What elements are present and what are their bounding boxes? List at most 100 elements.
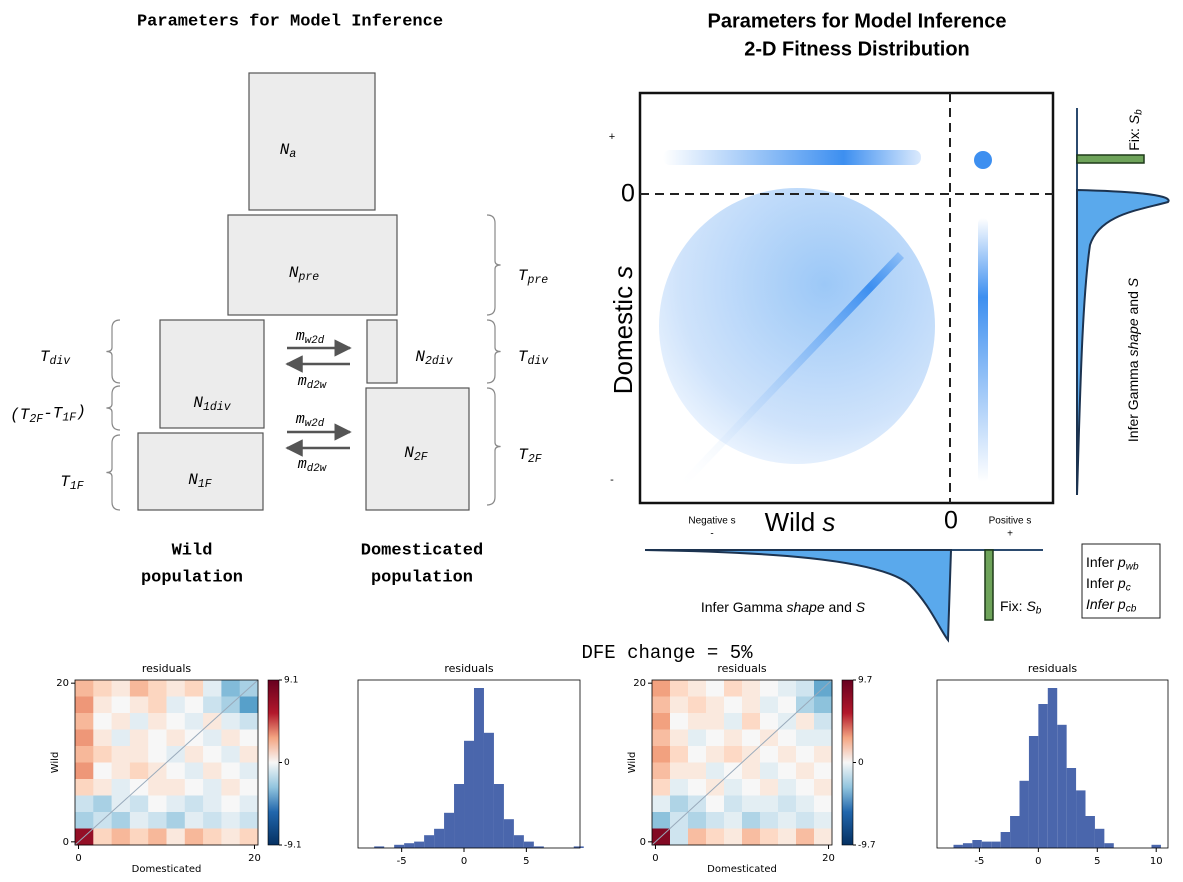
heat-cell [75, 696, 94, 714]
heat-cell [706, 828, 725, 846]
heat-cell [221, 795, 240, 813]
fixed-bar [1076, 154, 1145, 164]
brace [486, 387, 501, 506]
label-part: Infer [1086, 554, 1118, 570]
heat-cell [796, 779, 815, 796]
diagonal [651, 679, 833, 846]
heat-cell [724, 696, 743, 714]
heat-cell [129, 828, 149, 846]
label-part: T [40, 348, 51, 366]
infer-item: Infer pwb [1086, 554, 1139, 572]
heat-cell [760, 696, 779, 714]
heat-cell [706, 680, 725, 697]
x-tick-label: 0 [461, 856, 467, 867]
label-part: c [1126, 582, 1131, 593]
hist-bar [493, 784, 504, 848]
heat-cell [742, 713, 761, 730]
heat-cell [814, 779, 833, 796]
hist-bar [454, 784, 465, 848]
population-boxes [137, 72, 470, 511]
heat-cell [652, 795, 671, 813]
hist-bar [1151, 844, 1161, 848]
time-label: Tdiv [518, 348, 549, 368]
charts: residuals 0 20 0 20 Domesticated Wild 9.1 0 -9.1 r… [50, 662, 1169, 875]
heat-cell [111, 696, 131, 714]
heat-cell [148, 696, 167, 714]
box-na [248, 72, 376, 211]
colorbar-label: -9.7 [858, 841, 876, 851]
migration-label: mw2d [296, 411, 325, 430]
heat-cell [148, 680, 167, 697]
heat-cell [724, 713, 743, 730]
population-name: population [371, 568, 473, 587]
heat-cell [760, 680, 779, 697]
heat-cell [706, 746, 725, 763]
hist-bar [374, 846, 385, 848]
colorbar-label: 0 [858, 758, 864, 768]
heat-cell [93, 729, 112, 747]
label-part: N [193, 394, 203, 412]
heat-cell [166, 779, 186, 796]
heat-cell [670, 746, 689, 763]
hist-bar [424, 835, 435, 848]
hist-bar [473, 688, 484, 848]
x-tick-label: 0 [1035, 856, 1041, 867]
hist-bar [1066, 768, 1077, 848]
node-label: N2F [404, 444, 428, 464]
population-name: Wild [172, 541, 213, 560]
heat-cell [111, 729, 131, 747]
y-tick-label: 0 [63, 837, 69, 848]
heat-cell [184, 680, 204, 697]
x-tick-label: 20 [822, 853, 835, 864]
label-part: b [1133, 109, 1144, 115]
marginal-label: Fix: Sb [1126, 109, 1144, 151]
heat-cell [814, 696, 833, 714]
heat-cell [652, 812, 671, 829]
heat-cell [148, 779, 167, 796]
label-part: and [825, 599, 856, 615]
heat-cell [778, 779, 797, 796]
colorbar-label: 0 [284, 758, 290, 768]
heat-cell [724, 729, 743, 747]
heat-cell [129, 795, 149, 813]
heat-cell [778, 680, 797, 697]
heat-cell [221, 729, 240, 747]
heat-cell [221, 779, 240, 796]
hist-bar [434, 828, 445, 848]
heat-cell [221, 828, 240, 846]
plot-frame [357, 679, 581, 849]
label-part: 2F [29, 413, 43, 426]
heat-cell [93, 746, 112, 763]
axis-label: Wild s [765, 507, 836, 537]
heat-cell [652, 696, 671, 714]
chart-title: residuals [142, 662, 192, 675]
heat-cell [93, 762, 112, 780]
infer-item: Infer pcb [1086, 596, 1137, 614]
heat-cell [778, 795, 797, 813]
heat-cell [166, 713, 186, 730]
label-part: 2div [425, 355, 454, 368]
time-label: T2F [518, 446, 542, 466]
heat-cell [706, 795, 725, 813]
population-name: population [141, 568, 243, 587]
shape-horizontal [663, 150, 921, 165]
label-part: wb [1126, 561, 1139, 572]
label-part: d2w [307, 380, 327, 392]
heat-cell [670, 762, 689, 780]
heat-cell [742, 779, 761, 796]
axis-label: Domestic s [608, 266, 638, 395]
colorbar-label: -9.1 [284, 841, 302, 851]
heat-cell [184, 795, 204, 813]
hist-bar [1038, 704, 1048, 848]
heat-cell [814, 762, 833, 780]
label-part: p [1117, 554, 1126, 570]
hist-bar [503, 819, 514, 848]
hist-bar [962, 843, 973, 848]
label-part: S [1125, 277, 1141, 287]
right-marginal [1076, 108, 1170, 496]
heat-cell [184, 779, 204, 796]
plot-frame [638, 91, 1055, 505]
label-part: 2F [414, 451, 428, 464]
heat-cell [93, 680, 112, 697]
infer-item: Infer pc [1086, 575, 1131, 593]
